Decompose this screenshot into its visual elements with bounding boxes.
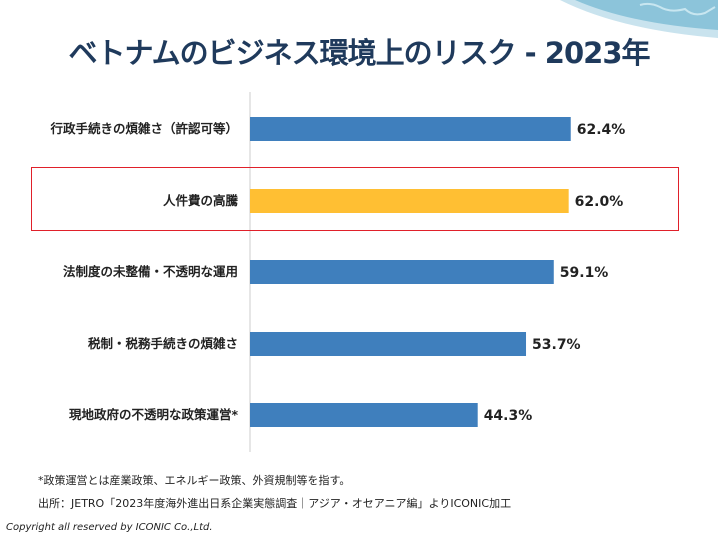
bar [250, 260, 554, 284]
data-label: 62.4% [577, 122, 626, 138]
bar [250, 403, 478, 427]
category-label: 法制度の未整備・不透明な運用 [63, 264, 238, 279]
bar [250, 332, 527, 356]
category-label: 現地政府の不透明な政策運営* [69, 407, 239, 422]
category-label: 税制・税務手続きの煩雑さ [88, 336, 238, 351]
bar [250, 117, 571, 141]
bar [250, 189, 569, 213]
data-label: 53.7% [532, 337, 581, 353]
data-label: 62.0% [575, 194, 624, 210]
highlight-box [31, 167, 679, 231]
world-map-decoration [560, 0, 718, 38]
bar-chart: 行政手続きの煩雑さ（許認可等） 62.4% 人件費の高騰 62.0% 法制度の未整備・不… [49, 92, 626, 452]
footnote: *政策運営とは産業政策、エネルギー政策、外資規制等を指す。 [38, 474, 351, 487]
data-label: 44.3% [484, 408, 533, 424]
copyright: Copyright all reserved by ICONIC Co.,Ltd… [6, 522, 213, 533]
source-note: 出所：JETRO「2023年度海外進出日系企業実態調査｜アジア・オセアニア編」よ… [38, 497, 512, 510]
page-title: ベトナムのビジネス環境上のリスク - 2023年 [68, 36, 650, 70]
category-label: 人件費の高騰 [163, 193, 239, 208]
category-label: 行政手続きの煩雑さ（許認可等） [49, 121, 238, 136]
data-label: 59.1% [560, 265, 609, 281]
